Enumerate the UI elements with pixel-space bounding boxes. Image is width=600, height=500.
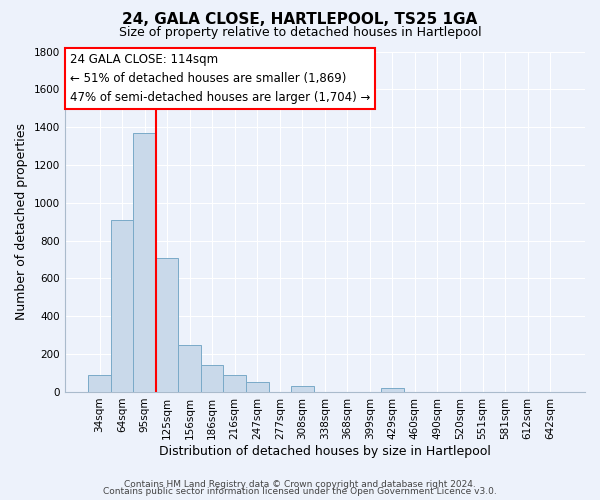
- Text: Contains public sector information licensed under the Open Government Licence v3: Contains public sector information licen…: [103, 488, 497, 496]
- Text: 24 GALA CLOSE: 114sqm
← 51% of detached houses are smaller (1,869)
47% of semi-d: 24 GALA CLOSE: 114sqm ← 51% of detached …: [70, 53, 370, 104]
- X-axis label: Distribution of detached houses by size in Hartlepool: Distribution of detached houses by size …: [159, 444, 491, 458]
- Bar: [381, 388, 404, 392]
- Bar: [291, 386, 314, 392]
- Bar: [156, 258, 178, 392]
- Bar: [201, 364, 223, 392]
- Bar: [223, 375, 246, 392]
- Bar: [133, 133, 156, 392]
- Text: Contains HM Land Registry data © Crown copyright and database right 2024.: Contains HM Land Registry data © Crown c…: [124, 480, 476, 489]
- Text: Size of property relative to detached houses in Hartlepool: Size of property relative to detached ho…: [119, 26, 481, 39]
- Text: 24, GALA CLOSE, HARTLEPOOL, TS25 1GA: 24, GALA CLOSE, HARTLEPOOL, TS25 1GA: [122, 12, 478, 28]
- Bar: [246, 382, 269, 392]
- Y-axis label: Number of detached properties: Number of detached properties: [15, 123, 28, 320]
- Bar: [178, 344, 201, 392]
- Bar: [88, 375, 111, 392]
- Bar: [111, 220, 133, 392]
